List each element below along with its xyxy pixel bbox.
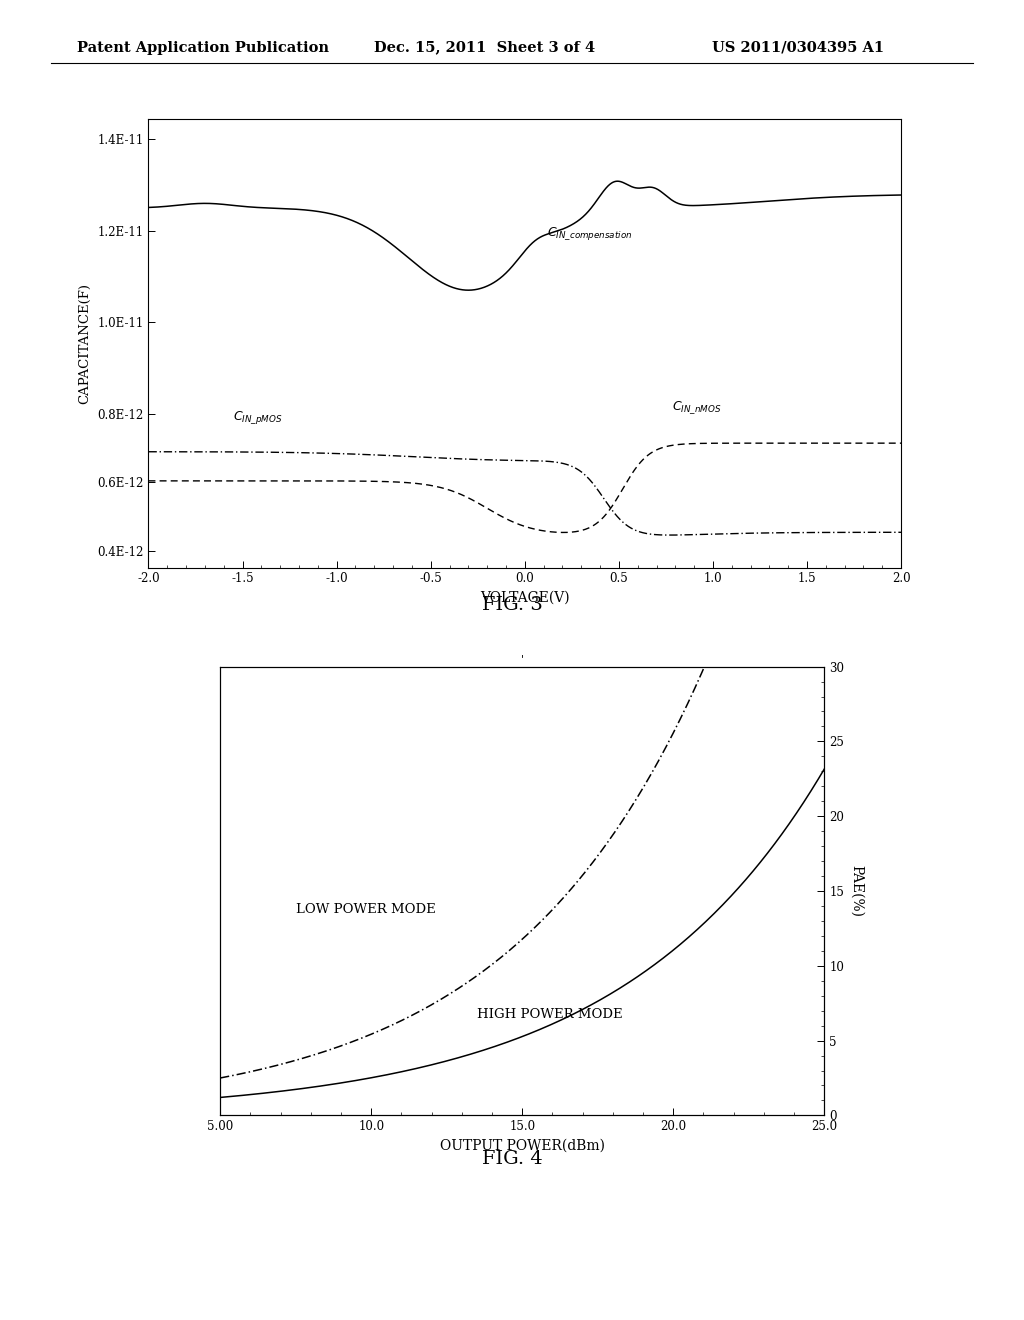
Text: US 2011/0304395 A1: US 2011/0304395 A1	[712, 41, 884, 54]
Text: $C_{IN\_nMOS}$: $C_{IN\_nMOS}$	[672, 399, 721, 416]
Text: Dec. 15, 2011  Sheet 3 of 4: Dec. 15, 2011 Sheet 3 of 4	[374, 41, 595, 54]
Text: ': '	[520, 655, 524, 664]
Text: $C_{IN\_compensation}$: $C_{IN\_compensation}$	[548, 226, 633, 243]
X-axis label: OUTPUT POWER(dBm): OUTPUT POWER(dBm)	[439, 1139, 605, 1152]
Text: HIGH POWER MODE: HIGH POWER MODE	[477, 1008, 623, 1022]
Text: $C_{IN\_pMOS}$: $C_{IN\_pMOS}$	[233, 409, 283, 426]
Text: FIG. 4: FIG. 4	[481, 1150, 543, 1168]
Text: Patent Application Publication: Patent Application Publication	[77, 41, 329, 54]
Text: FIG. 3: FIG. 3	[481, 595, 543, 614]
Text: LOW POWER MODE: LOW POWER MODE	[296, 903, 435, 916]
Y-axis label: CAPACITANCE(F): CAPACITANCE(F)	[79, 282, 92, 404]
Y-axis label: PAE(%): PAE(%)	[850, 865, 863, 917]
X-axis label: VOLTAGE(V): VOLTAGE(V)	[480, 591, 569, 605]
